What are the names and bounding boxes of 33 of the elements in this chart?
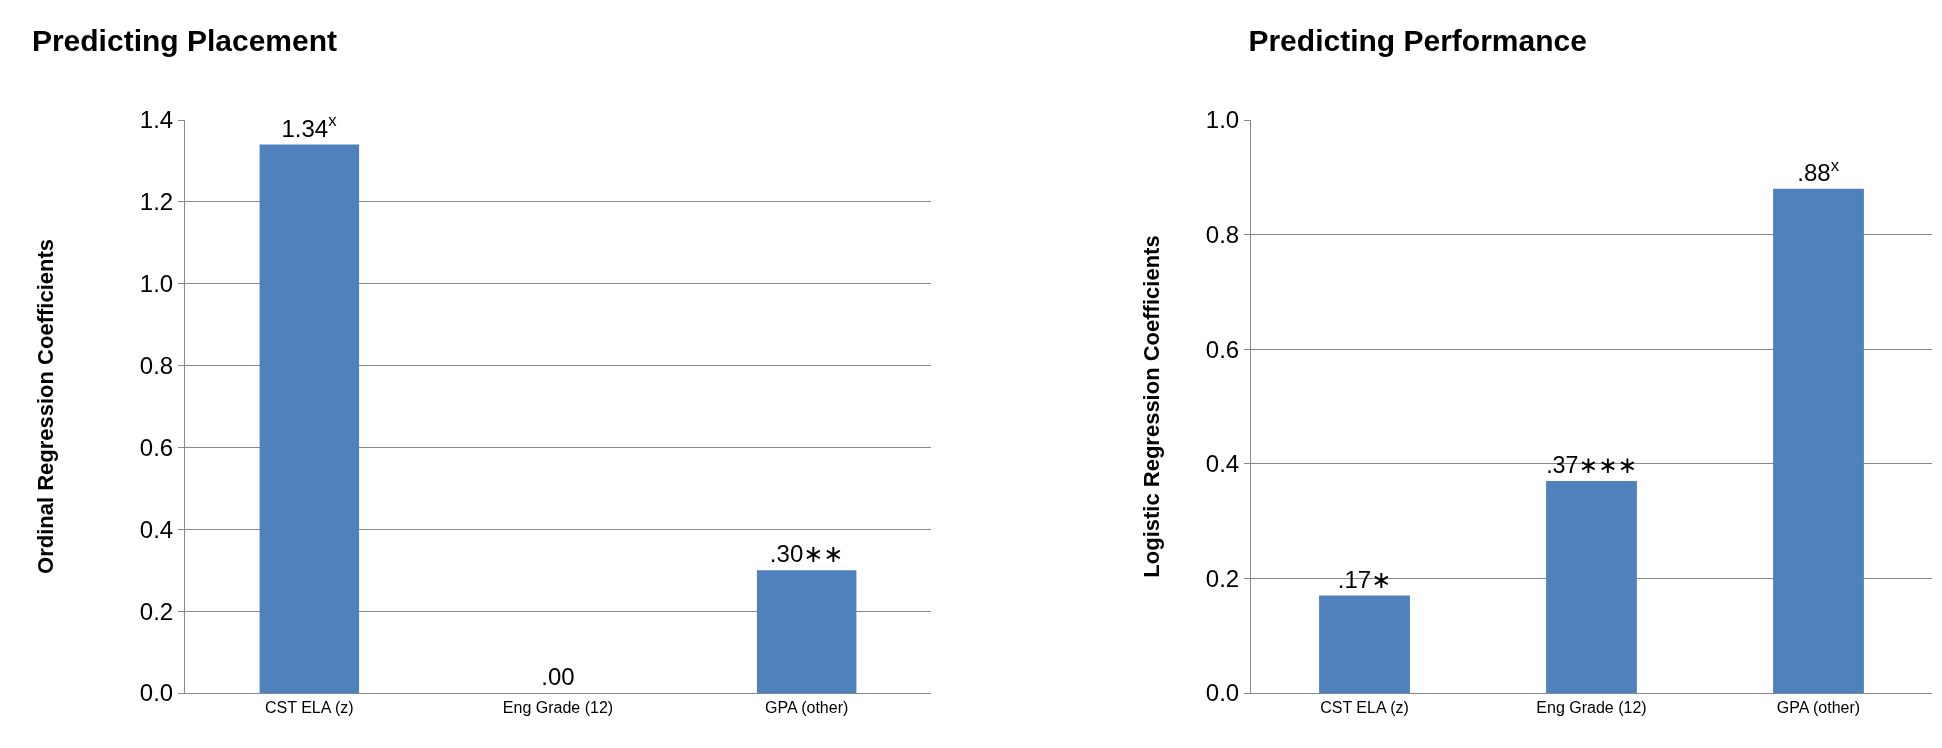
bar <box>1773 188 1864 693</box>
data-label: .37∗∗∗ <box>1546 452 1637 479</box>
y-tick-label: 1.4 <box>139 106 174 134</box>
y-axis-title: Logistic Regression Coefficients <box>1138 235 1164 578</box>
y-tick-label: 0.4 <box>1205 450 1240 478</box>
y-tick-label: 1.0 <box>1205 106 1240 134</box>
y-tick-label: 0.6 <box>139 433 174 461</box>
x-tick-label: Eng Grade (12) <box>1536 699 1647 717</box>
y-tick-label: 0.2 <box>139 597 174 625</box>
y-tick-label: 0.8 <box>1205 221 1240 248</box>
y-tick-label: 0.6 <box>1205 335 1240 363</box>
data-label: .17∗ <box>1337 565 1392 593</box>
x-tick-label: CST ELA (z) <box>265 699 354 717</box>
y-tick-label: 0.0 <box>1205 679 1240 707</box>
y-tick-label: 1.2 <box>139 188 174 216</box>
data-label: .00 <box>541 663 575 690</box>
chart-title: Predicting Placement <box>31 23 338 57</box>
data-label: .30∗∗ <box>769 540 844 568</box>
bar <box>1546 480 1637 693</box>
data-label: .88$^{x}$ <box>1797 155 1840 186</box>
y-tick-label: 0.0 <box>139 679 174 707</box>
x-tick-label: CST ELA (z) <box>1320 699 1409 717</box>
y-tick-label: 1.0 <box>139 270 174 298</box>
y-tick-label: 0.2 <box>1205 564 1240 592</box>
x-tick-label: Eng Grade (12) <box>502 699 614 717</box>
x-tick-label: GPA (other) <box>1776 699 1861 717</box>
data-label: 1.34$^{x}$ <box>281 111 338 142</box>
y-tick-label: 0.8 <box>139 351 174 379</box>
bar <box>1319 595 1410 693</box>
x-tick-label: GPA (other) <box>765 699 849 717</box>
y-tick-label: 0.4 <box>139 515 174 543</box>
chart-title: Predicting Performance <box>1248 23 1587 57</box>
y-axis-title: Ordinal Regression Coefficients <box>32 239 58 574</box>
